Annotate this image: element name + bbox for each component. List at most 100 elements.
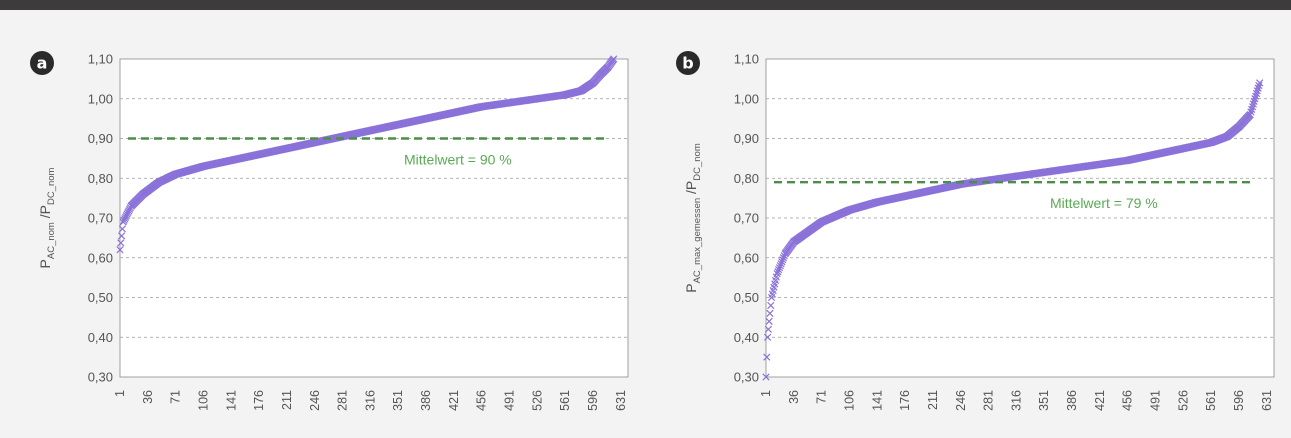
x-tick-label: 176 bbox=[898, 390, 912, 411]
data-point bbox=[776, 262, 784, 270]
y-axis-label-text: /P bbox=[37, 205, 53, 222]
y-axis-label-text: P bbox=[37, 259, 53, 268]
y-axis-label-text: P bbox=[683, 283, 699, 292]
y-tick-label: 0,30 bbox=[734, 370, 759, 385]
y-tick-label: 1,10 bbox=[734, 52, 759, 67]
x-tick-label: 386 bbox=[1065, 390, 1079, 411]
x-tick-label: 596 bbox=[1232, 390, 1246, 411]
x-tick-label: 421 bbox=[1093, 390, 1107, 411]
y-tick-label: 0,30 bbox=[88, 370, 113, 385]
data-point bbox=[773, 270, 781, 278]
data-point bbox=[116, 246, 124, 254]
data-point bbox=[763, 333, 772, 341]
y-axis-label-subscript: DC_nom bbox=[46, 167, 57, 205]
y-tick-label: 0,60 bbox=[734, 250, 759, 265]
x-tick-label: 561 bbox=[1204, 390, 1218, 411]
x-tick-label: 631 bbox=[614, 390, 628, 411]
x-tick-label: 211 bbox=[926, 390, 940, 410]
y-tick-label: 0,60 bbox=[88, 250, 113, 265]
data-point bbox=[775, 266, 783, 274]
x-tick-label: 1 bbox=[113, 390, 127, 397]
data-point bbox=[762, 373, 770, 381]
x-tick-label: 316 bbox=[1009, 390, 1023, 411]
x-tick-label: 281 bbox=[982, 390, 996, 411]
y-axis-label-text: /P bbox=[683, 181, 699, 198]
x-tick-label: 246 bbox=[954, 390, 968, 411]
x-tick-label: 106 bbox=[842, 390, 856, 411]
x-tick-label: 141 bbox=[870, 390, 884, 411]
y-tick-label: 0,40 bbox=[734, 330, 759, 345]
y-tick-label: 1,00 bbox=[734, 91, 759, 106]
data-point bbox=[765, 317, 773, 325]
y-tick-label: 0,90 bbox=[88, 131, 113, 146]
x-tick-label: 386 bbox=[419, 390, 433, 411]
data-point bbox=[767, 301, 775, 310]
x-tick-label: 36 bbox=[141, 390, 155, 404]
x-tick-label: 421 bbox=[447, 390, 461, 411]
x-tick-label: 526 bbox=[530, 390, 544, 411]
panel-badge-label: a bbox=[37, 54, 48, 73]
y-axis-label-subscript: DC_nom bbox=[692, 143, 703, 181]
y-tick-label: 0,50 bbox=[734, 290, 759, 305]
x-tick-label: 71 bbox=[169, 390, 183, 404]
data-point bbox=[1256, 79, 1264, 87]
y-tick-label: 0,40 bbox=[88, 330, 113, 345]
data-point bbox=[610, 55, 618, 63]
data-point bbox=[764, 325, 773, 333]
x-tick-label: 1 bbox=[759, 390, 773, 397]
y-axis-label: PAC_nom /PDC_nom bbox=[37, 167, 57, 268]
x-tick-label: 36 bbox=[787, 390, 801, 404]
data-point bbox=[117, 239, 125, 247]
y-tick-label: 0,70 bbox=[88, 211, 113, 226]
x-tick-label: 491 bbox=[1149, 390, 1163, 411]
y-tick-label: 1,00 bbox=[88, 91, 113, 106]
x-tick-label: 106 bbox=[196, 390, 210, 411]
x-tick-label: 526 bbox=[1176, 390, 1190, 411]
x-tick-label: 351 bbox=[391, 390, 405, 411]
chart-a-svg: a 0,30 0,40 0,50 0,60 0,70 0,80 0,90 1,00 1,10 1 36… bbox=[30, 51, 629, 411]
x-tick-label: 456 bbox=[475, 390, 489, 411]
panel-badge bbox=[30, 51, 54, 75]
x-tick-label: 316 bbox=[363, 390, 377, 411]
y-tick-label: 0,70 bbox=[734, 211, 759, 226]
y-axis-label-subscript: AC_nom bbox=[46, 222, 57, 259]
chart-panel-b: b 0,30 0,40 0,50 0,60 0,70 0,80 0,90 1,00 1,10 1 36… bbox=[646, 0, 1291, 438]
y-tick-label: 0,80 bbox=[734, 171, 759, 186]
x-tick-label: 631 bbox=[1260, 390, 1274, 411]
x-tick-label: 246 bbox=[308, 390, 322, 411]
panel-badge bbox=[676, 51, 700, 75]
top-bar bbox=[0, 0, 1291, 10]
data-point bbox=[766, 309, 774, 318]
x-tick-label: 71 bbox=[815, 390, 829, 404]
mean-label: Mittelwert = 90 % bbox=[404, 152, 512, 168]
x-tick-label: 561 bbox=[558, 390, 572, 411]
data-point bbox=[774, 268, 782, 276]
scatter-series bbox=[116, 55, 618, 254]
data-point bbox=[779, 254, 788, 262]
scatter-series bbox=[762, 79, 1264, 381]
data-point bbox=[777, 260, 785, 268]
y-tick-label: 1,10 bbox=[88, 52, 113, 67]
data-point bbox=[778, 258, 786, 266]
data-point bbox=[117, 232, 126, 240]
y-axis-label-subscript: AC_max_gemessen bbox=[692, 198, 703, 284]
x-tick-label: 596 bbox=[586, 390, 600, 411]
x-tick-label: 176 bbox=[252, 390, 266, 411]
chart-panel-a: a 0,30 0,40 0,50 0,60 0,70 0,80 0,90 1,00 1,10 1 36… bbox=[0, 0, 645, 438]
x-tick-label: 491 bbox=[503, 390, 517, 411]
y-tick-label: 0,80 bbox=[88, 171, 113, 186]
data-point bbox=[779, 256, 787, 264]
y-axis-label: PAC_max_gemessen /PDC_nom bbox=[683, 143, 703, 293]
y-tick-label: 0,50 bbox=[88, 290, 113, 305]
y-tick-label: 0,90 bbox=[734, 131, 759, 146]
panel-badge-label: b bbox=[682, 54, 693, 73]
x-tick-label: 211 bbox=[280, 390, 294, 410]
x-tick-label: 141 bbox=[224, 390, 238, 411]
data-point bbox=[118, 225, 127, 233]
x-tick-label: 351 bbox=[1037, 390, 1051, 411]
chart-b-svg: b 0,30 0,40 0,50 0,60 0,70 0,80 0,90 1,00 1,10 1 36… bbox=[676, 51, 1275, 411]
x-tick-label: 456 bbox=[1121, 390, 1135, 411]
data-point bbox=[775, 264, 784, 272]
x-tick-label: 281 bbox=[336, 390, 350, 411]
mean-label: Mittelwert = 79 % bbox=[1050, 195, 1158, 211]
